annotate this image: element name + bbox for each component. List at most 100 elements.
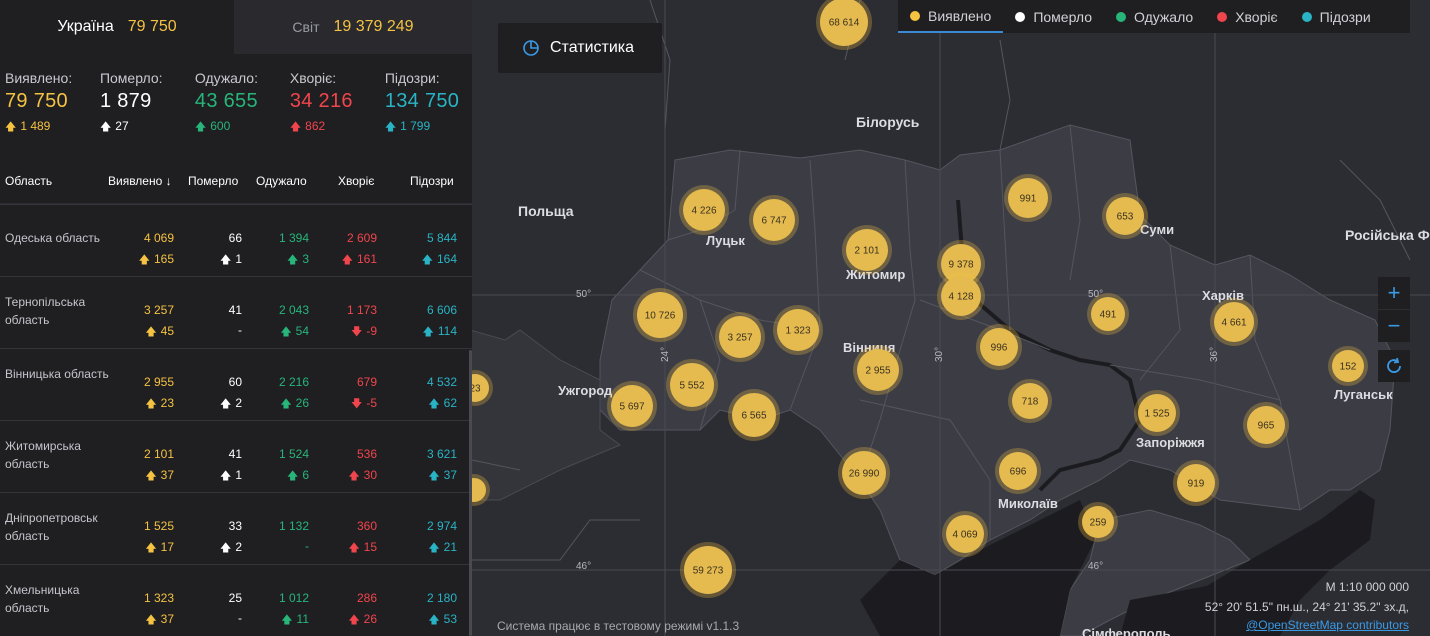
legend-item-4[interactable]: Підозри [1290, 0, 1383, 33]
legend-item-0[interactable]: Виявлено [898, 0, 1004, 33]
cell-delta-value: 45 [160, 324, 174, 338]
legend-item-1[interactable]: Померло [1003, 0, 1104, 33]
cluster-marker[interactable]: 718 [1008, 379, 1052, 423]
cell-value: 2 101 [143, 447, 174, 461]
cell-delta: - [238, 611, 242, 625]
cluster-marker[interactable]: 919 [1173, 460, 1219, 506]
total-delta-value: 27 [115, 119, 129, 133]
table-row[interactable]: Хмельницька область 1 323 🡅 37 25-1 012 🡅 11 28… [0, 564, 472, 636]
left-panel: Україна 79 750 Світ 19 379 249 Виявлено:… [0, 0, 472, 636]
map-label-mykolaiv: Миколаїв [998, 496, 1058, 511]
cluster-marker[interactable]: 6 565 [728, 389, 780, 441]
cluster-marker[interactable]: 259 [1078, 502, 1118, 542]
cluster-marker[interactable]: 10 726 [633, 288, 687, 342]
cluster-marker[interactable]: 6 747 [749, 195, 799, 245]
cell-delta-value: 1 [235, 252, 242, 266]
minus-icon: − [1387, 313, 1401, 338]
cell-delta: 🡅 15 [348, 539, 377, 558]
tab-ukraine[interactable]: Україна 79 750 [0, 0, 234, 54]
col-detected[interactable]: Виявлено ↓ [108, 174, 172, 188]
cell-delta: 🡅 1 [220, 251, 242, 270]
arrow-up-icon: 🡅 [145, 542, 157, 554]
arrow-up-icon: 🡅 [289, 121, 302, 133]
map-label-zaporizhzhia: Запоріжжя [1136, 435, 1205, 450]
cluster-marker[interactable]: 996 [976, 324, 1022, 370]
arrow-down-icon: 🡇 [351, 398, 363, 410]
cluster-marker[interactable]: 965 [1243, 402, 1289, 448]
table-row[interactable]: Одеська область 4 069 🡅 165 66 🡅 1 1 394 🡅 3 2 609… [0, 204, 472, 276]
cluster-marker[interactable]: 3 257 [715, 312, 765, 362]
col-sick[interactable]: Хворіє [338, 174, 375, 188]
col-deaths[interactable]: Померло [188, 174, 239, 188]
zoom-in-button[interactable]: + [1378, 277, 1410, 309]
legend-item-3[interactable]: Хворіє [1205, 0, 1289, 33]
reset-view-button[interactable] [1378, 350, 1410, 382]
arrow-up-icon: 🡅 [384, 121, 397, 133]
cell-delta-value: 114 [437, 324, 457, 338]
cluster-marker[interactable]: 5 552 [666, 359, 718, 411]
cluster-marker[interactable]: 4 128 [937, 272, 985, 320]
cluster-marker[interactable]: 491 [1087, 293, 1129, 335]
cluster-marker[interactable]: 2 955 [853, 345, 903, 395]
cluster-marker[interactable]: 26 990 [838, 447, 890, 499]
cluster-count: 991 [1020, 194, 1037, 205]
region-name: Одеська область [5, 231, 100, 245]
cluster-marker[interactable]: 68 614 [816, 0, 872, 50]
table-row[interactable]: Вінницька область 2 955 🡅 23 60 🡅 2 2 216 🡅 26 679… [0, 348, 472, 420]
cluster-marker[interactable]: 5 697 [607, 381, 657, 431]
cluster-marker[interactable]: 152 [1328, 346, 1368, 386]
cluster-marker[interactable]: 1 525 [1134, 390, 1180, 436]
cluster-marker[interactable]: 4 069 [942, 511, 988, 557]
cell-value: 1 394 [278, 231, 309, 245]
cluster-marker[interactable]: 653 [1102, 193, 1148, 239]
cell-delta-value: 21 [443, 540, 457, 554]
map-label-poland: Польща [518, 203, 574, 219]
arrow-up-icon: 🡅 [99, 121, 112, 133]
cluster-marker[interactable]: 1 323 [773, 305, 823, 355]
cluster-marker[interactable]: 696 [995, 448, 1041, 494]
col-region[interactable]: Область [5, 174, 53, 188]
osm-attribution-link[interactable]: @OpenStreetMap contributors [1246, 618, 1409, 632]
cluster-count: 23 [469, 384, 481, 395]
cluster-count: 4 128 [948, 292, 973, 303]
cluster-count: 919 [1188, 479, 1205, 490]
cell-delta: 🡅 164 [422, 251, 457, 270]
cell-value: 679 [356, 375, 377, 389]
total-delta-value: 862 [305, 119, 326, 133]
tab-world[interactable]: Світ 19 379 249 [234, 0, 472, 54]
table-row[interactable]: Тернопільська область 3 257 🡅 45 41-2 043 🡅 54… [0, 276, 472, 348]
zoom-out-button[interactable]: − [1378, 310, 1410, 342]
cluster-marker[interactable]: 59 273 [680, 542, 736, 598]
statistics-button[interactable]: Статистика [498, 23, 662, 73]
col-suspected[interactable]: Підозри [410, 174, 454, 188]
cell-delta: 🡇 -5 [351, 395, 377, 414]
cell-delta-value: 1 [235, 468, 242, 482]
cell-value: 2 216 [278, 375, 309, 389]
cluster-marker[interactable]: 991 [1004, 174, 1052, 222]
legend-dot-icon [1015, 11, 1026, 22]
cluster-marker[interactable]: 4 226 [679, 185, 729, 235]
cell-delta-value: 62 [443, 396, 457, 410]
cluster-marker[interactable]: 2 101 [842, 225, 892, 275]
cell-value: 60 [228, 375, 242, 389]
legend-item-2[interactable]: Одужало [1104, 0, 1205, 33]
cell-delta: 🡇 -9 [351, 323, 377, 342]
legend-dot-icon [1116, 11, 1127, 22]
cell-value: 5 844 [426, 231, 457, 245]
table-row[interactable]: Дніпропетровськ область 1 525 🡅 17 33 🡅 2 1 132… [0, 492, 472, 564]
scrollbar[interactable] [469, 350, 472, 636]
map-label-sumy: Суми [1140, 222, 1174, 237]
cell-value: 2 609 [346, 231, 377, 245]
cell-delta-value: 161 [356, 252, 377, 266]
tab-world-value: 19 379 249 [333, 18, 414, 35]
grid-label: 30° [934, 347, 945, 362]
cluster-marker[interactable]: 9 378 [937, 240, 985, 288]
cell-delta: 🡅 3 [287, 251, 309, 270]
cell-delta-value: -9 [366, 324, 377, 338]
grid-label: 36° [1209, 347, 1220, 362]
table-row[interactable]: Житомирська область 2 101 🡅 37 41 🡅 1 1 524 🡅 6 53… [0, 420, 472, 492]
cell-delta-value: 37 [160, 612, 174, 626]
col-recovered[interactable]: Одужало [256, 174, 307, 188]
cluster-marker[interactable]: 4 661 [1210, 298, 1258, 346]
